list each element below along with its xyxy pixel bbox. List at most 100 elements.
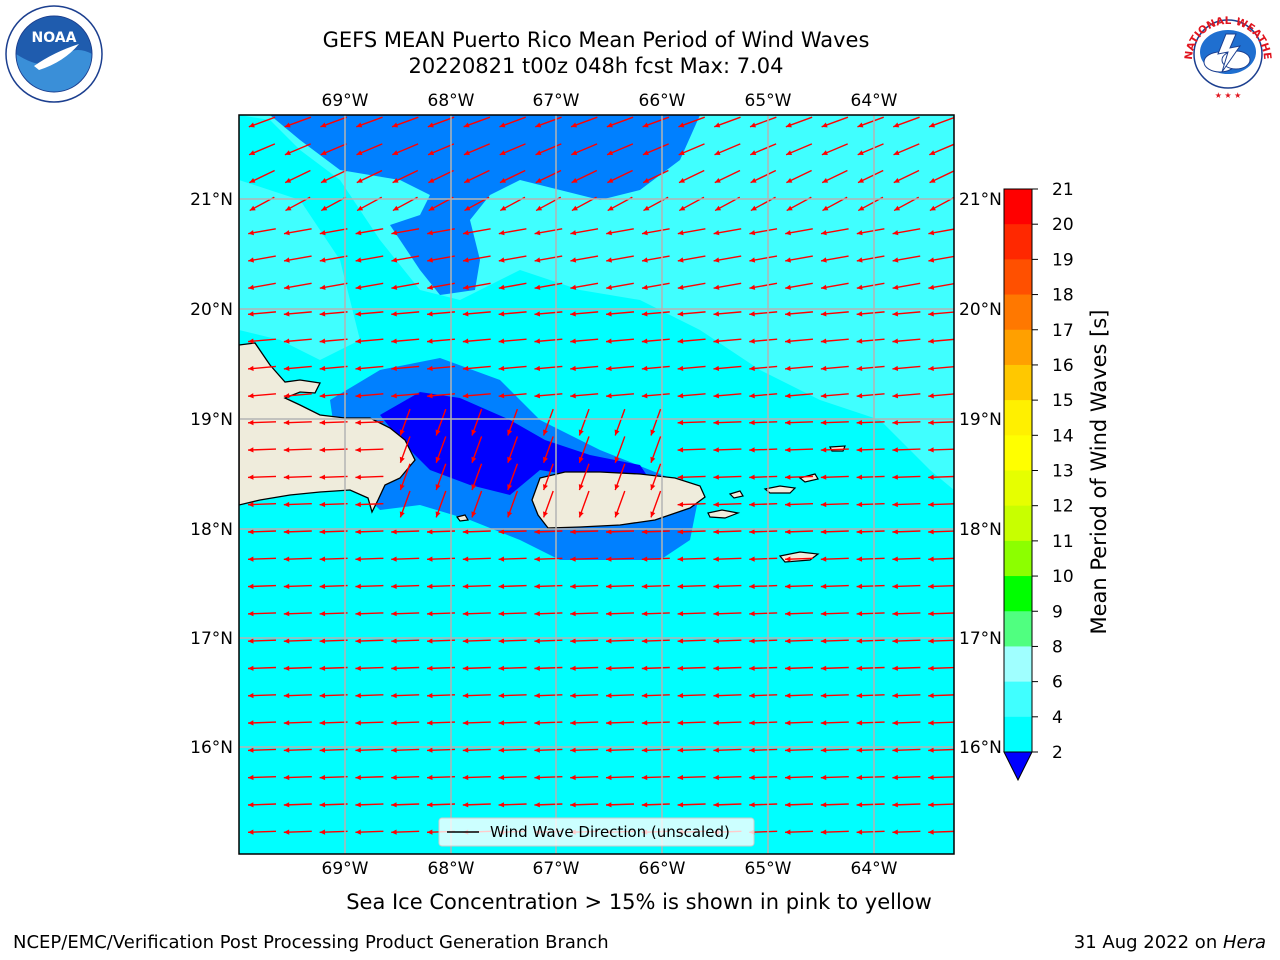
wind-arrow-head (462, 747, 469, 753)
wind-arrow-head (534, 556, 540, 562)
wind-arrow-head (892, 692, 898, 699)
wind-arrow-head (821, 230, 827, 236)
wind-arrow-head (355, 747, 361, 753)
lon-labels-top: 69°W 68°W 67°W 66°W 65°W 64°W (322, 91, 898, 111)
wind-arrow-head (928, 447, 934, 453)
wind-arrow-head (642, 230, 648, 236)
wind-arrow-head (677, 611, 684, 617)
wind-arrow-head (928, 419, 934, 426)
wind-arrow-head (321, 205, 328, 211)
colorbar: 21 20 19 18 17 16 15 14 13 12 11 10 9 8 6 4 2 (1003, 180, 1074, 782)
wind-arrow-head (578, 484, 584, 491)
wind-arrow-head (534, 638, 540, 644)
wind-arrow-head (427, 122, 434, 128)
wind-arrow-head (858, 205, 865, 211)
lat-label: 19°N (190, 410, 233, 430)
noaa-logo: NOAA (5, 5, 103, 103)
wind-arrow-head (355, 230, 362, 236)
wind-arrow-head (355, 611, 361, 617)
wind-arrow-head (892, 556, 898, 562)
wind-arrow-head (427, 284, 433, 290)
wind-arrow-head (498, 802, 505, 808)
wind-arrow-head (534, 774, 540, 781)
wind-arrow-head (606, 365, 612, 372)
wind-arrow-head (892, 284, 899, 290)
wind-arrow-head (320, 150, 327, 156)
wind-arrow-head (750, 150, 757, 156)
wind-arrow-head (928, 556, 934, 562)
colorbar-segment (1004, 224, 1032, 260)
colorbar-tick-label: 2 (1052, 743, 1063, 763)
wind-arrow-head (498, 747, 505, 753)
noaa-logo-text: NOAA (32, 30, 77, 46)
wind-arrow-head (283, 311, 290, 317)
wind-arrow-head (283, 365, 290, 372)
wind-arrow-head (677, 311, 684, 317)
wind-arrow-head (820, 311, 827, 317)
footer-branch: NCEP/EMC/Verification Post Processing Pr… (13, 932, 609, 953)
wind-arrow-head (642, 122, 649, 128)
wind-arrow-head (283, 447, 290, 453)
footer-date-text: 31 Aug 2022 on (1073, 932, 1223, 953)
wind-arrow-head (357, 205, 364, 211)
wind-arrow-head (498, 257, 505, 263)
wind-arrow-head (248, 556, 254, 562)
wind-arrow-head (785, 311, 791, 317)
wind-arrow-head (820, 829, 827, 835)
wind-arrow-head (677, 365, 684, 372)
wind-arrow-head (749, 501, 755, 508)
wind-arrow-head (507, 456, 513, 463)
colorbar-segment (1004, 611, 1032, 647)
wind-arrow-head (283, 474, 290, 480)
wind-arrow-head (427, 665, 433, 671)
wind-arrow-head (714, 122, 721, 128)
wind-arrow-head (428, 150, 435, 156)
wind-arrow-head (391, 638, 397, 644)
wind-arrow-head (607, 150, 614, 156)
wind-arrow-head (892, 829, 898, 835)
wind-arrow-head (713, 284, 720, 290)
wind-arrow-head (535, 122, 542, 128)
wind-arrow-head (614, 511, 620, 518)
wind-arrow-head (427, 529, 433, 535)
wind-arrow-head (319, 611, 326, 617)
wind-arrow-head (785, 338, 791, 344)
wind-arrow-head (641, 611, 648, 617)
wind-arrow-head (928, 774, 934, 781)
wind-arrow-head (856, 419, 863, 426)
nws-logo: NATIONAL WEATHER SERVICE ★ ★ ★ (1178, 4, 1276, 102)
wind-arrow-head (284, 257, 290, 263)
wind-arrow-head (820, 556, 827, 562)
colorbar-tick-label: 20 (1052, 215, 1074, 235)
wind-arrow-head (677, 665, 684, 671)
wind-arrow-head (856, 638, 863, 644)
wind-arrow-head (464, 205, 471, 211)
wind-arrow-head (607, 177, 614, 183)
colorbar-segment (1004, 540, 1032, 577)
wind-arrow-head (427, 747, 433, 753)
wind-arrow-head (820, 692, 827, 699)
wind-arrow-head (892, 501, 898, 508)
wind-arrow-head (435, 511, 441, 518)
wind-arrow-head (606, 611, 612, 617)
wind-arrow-head (462, 638, 469, 644)
wind-arrow-head (399, 429, 405, 436)
wind-arrow-head (713, 311, 720, 317)
wind-arrow-head (820, 720, 827, 726)
wind-arrow-head (929, 122, 936, 128)
colorbar-tick-label: 14 (1052, 426, 1074, 446)
wind-arrow-head (856, 556, 863, 562)
wind-arrow-head (892, 747, 898, 753)
wind-arrow-head (750, 177, 757, 183)
wind-arrow-head (820, 638, 827, 644)
wind-arrow-head (249, 177, 256, 183)
wind-arrow-head (713, 230, 720, 236)
wind-arrow-head (462, 802, 469, 808)
wind-arrow-head (641, 665, 648, 671)
wind-arrow-head (606, 692, 612, 699)
wind-arrow-head (928, 338, 934, 344)
wind-arrow-head (570, 556, 576, 562)
wind-arrow-head (606, 665, 612, 671)
wind-arrow-head (498, 365, 505, 372)
wind-arrow-head (471, 511, 477, 518)
